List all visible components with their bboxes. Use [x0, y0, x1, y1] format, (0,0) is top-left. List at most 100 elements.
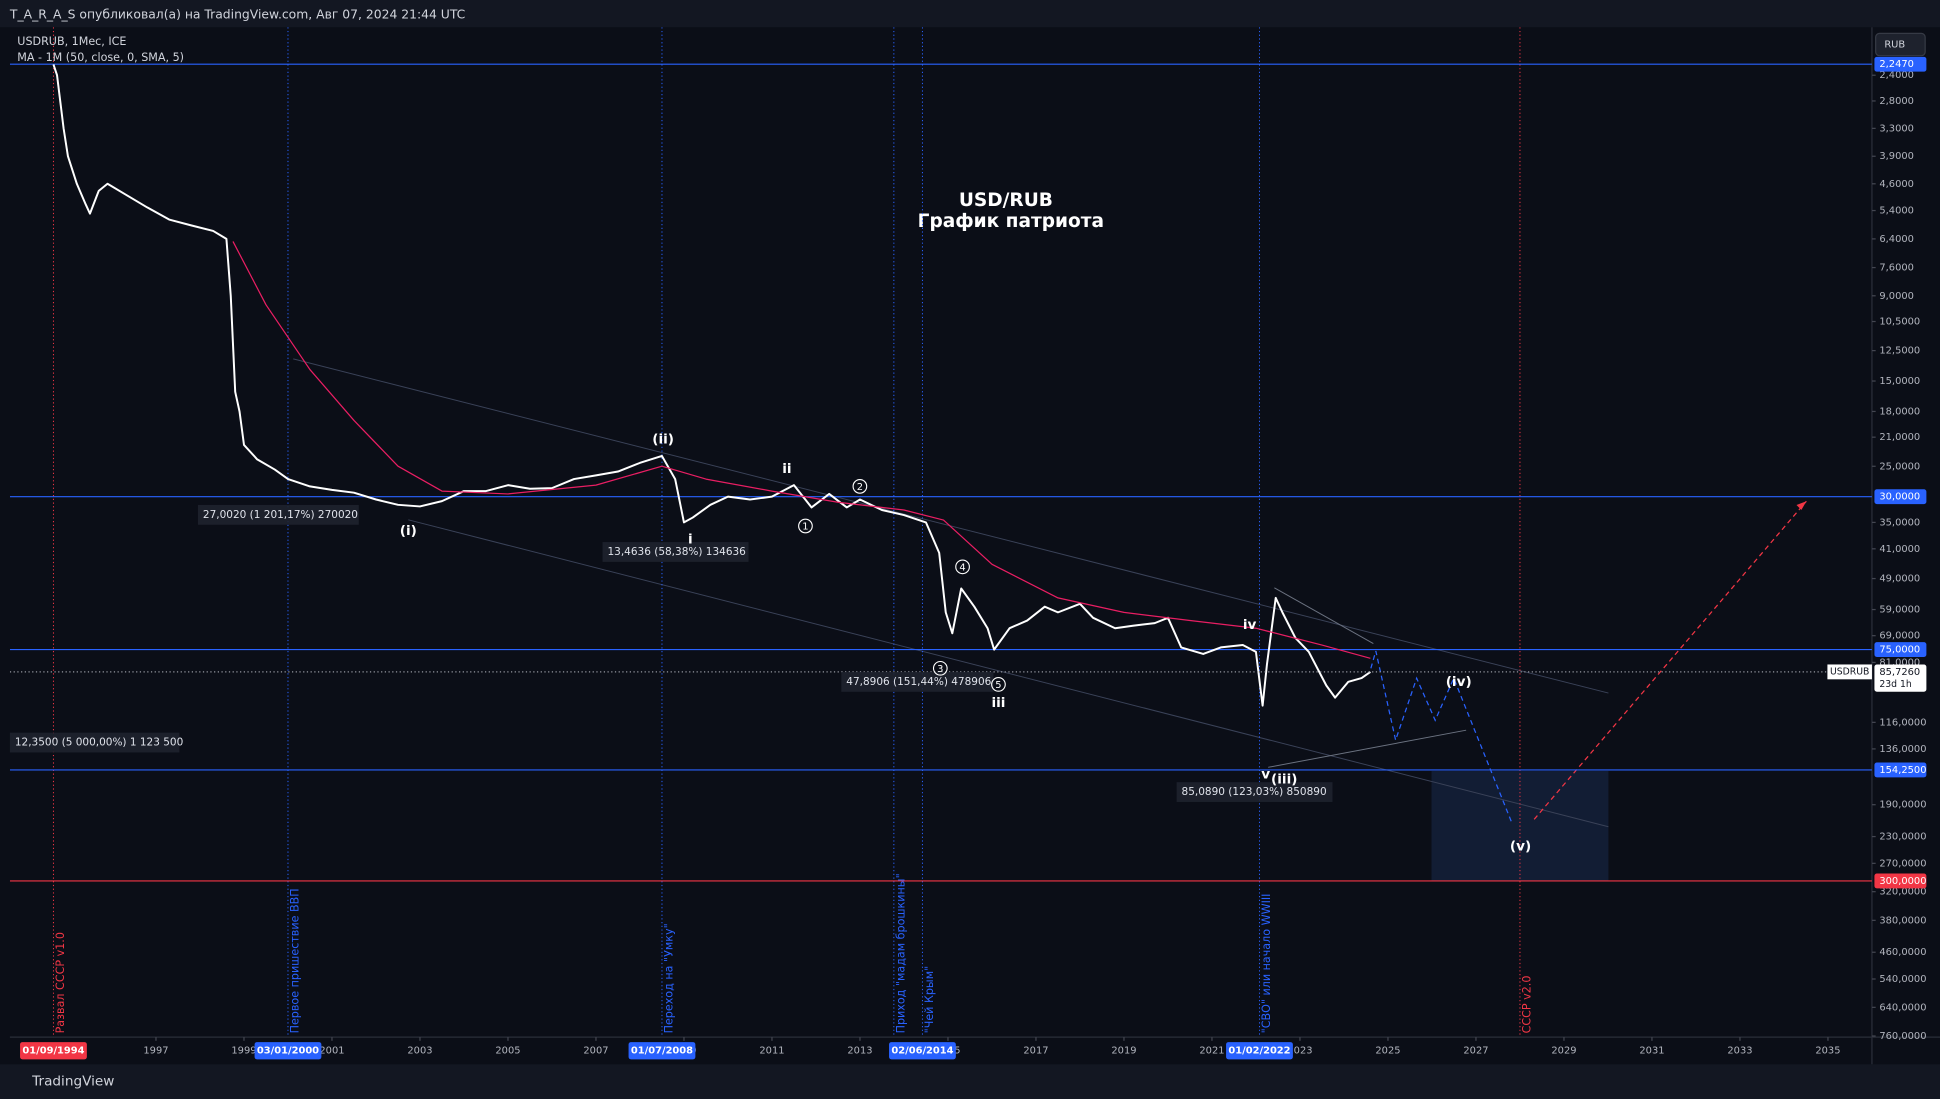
x-tick-label: 2007: [583, 1046, 608, 1057]
forecast-path: [1533, 500, 1807, 820]
event-label: Переход на "Умку": [662, 923, 675, 1033]
x-tick-label: 2031: [1639, 1046, 1664, 1057]
event-label: Приход "мадам брошкины": [894, 873, 907, 1033]
x-tick-label: 1997: [143, 1046, 168, 1057]
wave-label: v: [1261, 767, 1270, 783]
y-tick-label: 5,4000: [1879, 206, 1914, 217]
wave-label: (iv): [1446, 674, 1472, 690]
event-label: СССР v2.0: [1520, 976, 1533, 1034]
chart-title: USD/RUB: [959, 190, 1053, 211]
wave-label: ii: [782, 461, 791, 477]
last-price-name: USDRUB: [1830, 666, 1869, 677]
event-label: "СВО" или начало WWIII: [1260, 894, 1273, 1034]
legend-entry: USDRUB, 1Мес, ICE: [17, 35, 126, 48]
event-date: 02/06/2014: [891, 1046, 953, 1057]
x-tick-label: 2023: [1287, 1046, 1312, 1057]
channel-line: [408, 519, 1609, 828]
level-label: 2,2470: [1879, 59, 1914, 70]
y-tick-label: 380,0000: [1879, 915, 1926, 926]
event-label: Первое пришествие ВВП: [288, 888, 301, 1033]
last-price-label: 85,7260: [1879, 667, 1920, 678]
last-price-name-box: [1827, 664, 1872, 680]
x-tick-label: 2035: [1815, 1046, 1840, 1057]
wave-circle: [955, 559, 970, 575]
ma-line: [232, 241, 1371, 659]
y-tick-label: 21,0000: [1879, 432, 1920, 443]
price-line: [52, 64, 1371, 707]
y-tick-label: 12,5000: [1879, 346, 1920, 357]
wave-label: (i): [400, 523, 417, 539]
wave-circle: [852, 479, 868, 494]
x-tick-label: 2011: [759, 1046, 784, 1057]
wave-label: i: [688, 532, 693, 548]
y-tick-label: 59,0000: [1879, 605, 1920, 616]
y-tick-label: 136,0000: [1879, 744, 1926, 755]
level-box: [1874, 489, 1927, 505]
y-tick-label: 230,0000: [1879, 832, 1926, 843]
measurement-label: 27,0020 (1 201,17%) 270020: [203, 509, 358, 521]
event-date: 01/09/1994: [22, 1046, 84, 1057]
x-tick-label: 2003: [407, 1046, 432, 1057]
y-tick-label: 41,0000: [1879, 544, 1920, 555]
measurement-label: 12,3500 (5 000,00%) 1 123 500: [15, 737, 183, 749]
event-date-box: [1226, 1042, 1293, 1060]
wave-label: 4: [959, 562, 965, 573]
event-date: 01/02/2022: [1228, 1046, 1290, 1057]
y-tick-label: 760,0000: [1879, 1031, 1926, 1042]
measurement-label: 85,0890 (123,03%) 850890: [1182, 786, 1327, 798]
currency[interactable]: RUB: [1884, 40, 1905, 51]
y-tick-label: 25,0000: [1879, 461, 1920, 472]
y-tick-label: 116,0000: [1879, 717, 1926, 728]
x-tick-label: 2001: [319, 1046, 344, 1057]
measurement-box: [9, 732, 180, 753]
publisher: T_A_R_A_S опубликовал(а) на TradingView.…: [9, 7, 465, 21]
y-tick-label: 640,0000: [1879, 1002, 1926, 1013]
y-tick-label: 7,6000: [1879, 263, 1914, 274]
event-date-box: [889, 1042, 956, 1060]
y-tick-label: 6,4000: [1879, 234, 1914, 245]
level-label: 300,0000: [1879, 876, 1926, 887]
y-tick-label: 2,8000: [1879, 96, 1914, 107]
y-tick-label: 10,5000: [1879, 317, 1920, 328]
countdown: 23d 1h: [1879, 679, 1912, 690]
x-tick-label: 2025: [1375, 1046, 1400, 1057]
currency-button[interactable]: [1875, 32, 1926, 57]
y-tick-label: 3,3000: [1879, 123, 1914, 134]
wave-label: 5: [995, 680, 1001, 691]
chart-subtitle: График патриота: [918, 211, 1104, 232]
y-tick-label: 320,0000: [1879, 887, 1926, 898]
x-tick-label: 2013: [847, 1046, 872, 1057]
level-box: [1874, 56, 1927, 72]
trend-line: [1268, 729, 1467, 768]
x-tick-label: 2017: [1023, 1046, 1048, 1057]
measurement-label: 13,4636 (58,38%) 134636: [607, 546, 746, 558]
event-label: "Чей Крым": [923, 966, 936, 1034]
legend-entry: MA - 1M (50, close, 0, SMA, 5): [17, 51, 184, 64]
level-label: 154,2500: [1879, 765, 1926, 776]
y-tick-label: 3,9000: [1879, 151, 1914, 162]
event-date-box: [628, 1042, 696, 1060]
measurement-box: [602, 542, 749, 562]
y-tick-label: 81,0000: [1879, 657, 1920, 668]
level-label: 30,0000: [1879, 492, 1920, 503]
wave-circle: [991, 677, 1006, 692]
x-tick-label: 1999: [231, 1046, 256, 1057]
x-tick-label: 2027: [1463, 1046, 1488, 1057]
last-price-box: [1874, 664, 1927, 692]
x-tick-label: 2029: [1551, 1046, 1576, 1057]
brand: TradingView: [31, 1074, 114, 1090]
measurement-box: [841, 672, 994, 692]
wave-label: (ii): [652, 431, 674, 447]
event-date-box: [20, 1042, 87, 1060]
footer-bar: [0, 1064, 1940, 1099]
event-date: 03/01/2000: [257, 1046, 319, 1057]
trend-line: [1274, 587, 1374, 644]
forecast-arrow: [1796, 501, 1807, 510]
x-tick-label: 2033: [1727, 1046, 1752, 1057]
y-tick-label: 190,0000: [1879, 800, 1926, 811]
y-tick-label: 2,4000: [1879, 70, 1914, 81]
measurement-box: [197, 504, 359, 525]
measurement-box: [1176, 782, 1333, 802]
event-date-box: [254, 1042, 322, 1060]
